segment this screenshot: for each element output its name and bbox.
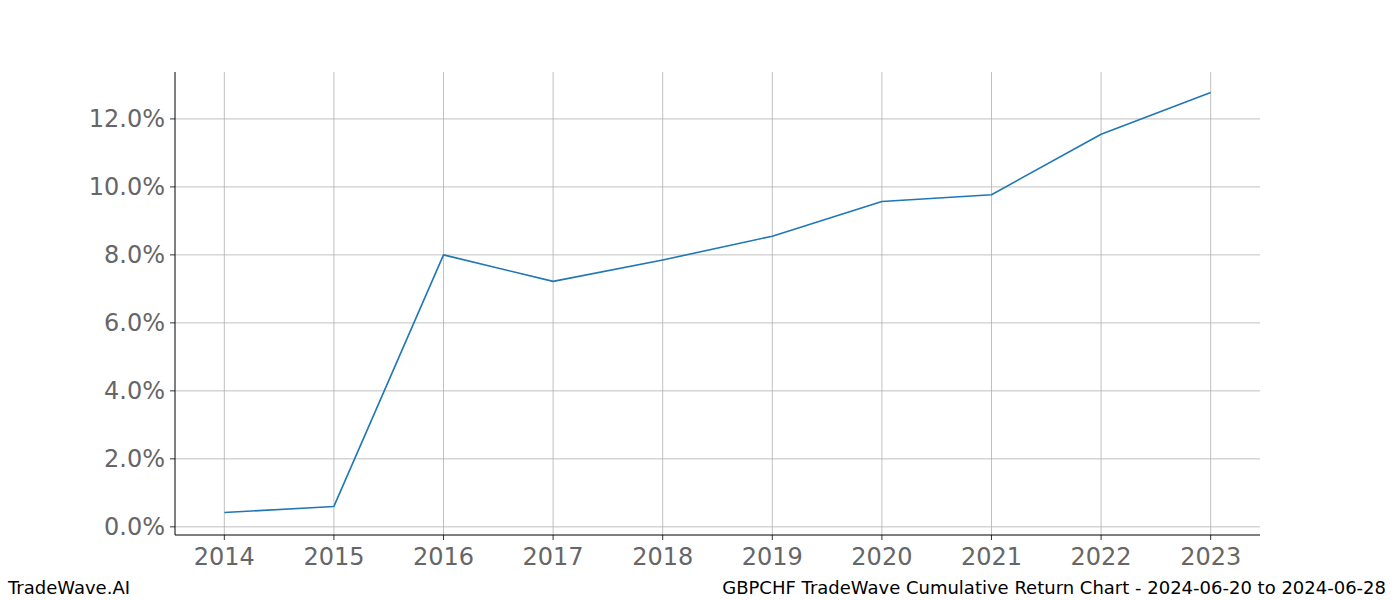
y-tick-label: 2.0% bbox=[104, 445, 165, 473]
chart: 2014 2015 2016 2017 2018 2019 2020 2021 2022 2023… bbox=[0, 0, 1400, 600]
y-tick bbox=[170, 254, 175, 255]
x-grid-line bbox=[772, 72, 773, 535]
y-tick bbox=[170, 322, 175, 323]
x-tick-label: 2021 bbox=[961, 543, 1022, 571]
x-axis-line bbox=[175, 535, 1260, 536]
y-tick bbox=[170, 526, 175, 527]
x-tick bbox=[991, 535, 992, 540]
x-tick bbox=[1101, 535, 1102, 540]
x-tick bbox=[1210, 535, 1211, 540]
title: GBPCHF TradeWave Cumulative Return Chart… bbox=[722, 577, 1386, 598]
x-grid-line bbox=[991, 72, 992, 535]
x-grid-line bbox=[1210, 72, 1211, 535]
x-tick-label: 2022 bbox=[1071, 543, 1132, 571]
x-grid-line bbox=[662, 72, 663, 535]
x-grid-line bbox=[443, 72, 444, 535]
series-line bbox=[224, 92, 1210, 512]
chart-root: 2014 2015 2016 2017 2018 2019 2020 2021 2022 2023… bbox=[0, 0, 1400, 600]
x-tick-label: 2020 bbox=[851, 543, 912, 571]
x-tick-label: 2016 bbox=[413, 543, 474, 571]
x-tick-label: 2015 bbox=[303, 543, 364, 571]
x-tick-label: 2017 bbox=[523, 543, 584, 571]
x-tick-label: 2014 bbox=[194, 543, 255, 571]
y-grid-line bbox=[175, 118, 1260, 119]
x-tick bbox=[881, 535, 882, 540]
y-grid-line bbox=[175, 254, 1260, 255]
y-grid-line bbox=[175, 186, 1260, 187]
x-tick bbox=[553, 535, 554, 540]
y-grid-line bbox=[175, 526, 1260, 527]
x-tick bbox=[662, 535, 663, 540]
y-tick-label: 8.0% bbox=[104, 241, 165, 269]
x-grid-line bbox=[881, 72, 882, 535]
y-tick bbox=[170, 186, 175, 187]
x-tick-label: 2019 bbox=[742, 543, 803, 571]
source: TradeWave.AI bbox=[7, 577, 130, 598]
x-tick-label: 2023 bbox=[1180, 543, 1241, 571]
y-tick-label: 4.0% bbox=[104, 377, 165, 405]
y-axis-line bbox=[175, 72, 176, 535]
axes: 2014 2015 2016 2017 2018 2019 2020 2021 2022 2023… bbox=[89, 72, 1260, 571]
y-grid-line bbox=[175, 390, 1260, 391]
x-tick bbox=[333, 535, 334, 540]
x-tick bbox=[772, 535, 773, 540]
y-grid-line bbox=[175, 322, 1260, 323]
background bbox=[0, 0, 1400, 600]
grid bbox=[175, 72, 1260, 535]
x-grid-line bbox=[224, 72, 225, 535]
y-tick-label: 10.0% bbox=[89, 173, 165, 201]
y-tick bbox=[170, 118, 175, 119]
x-grid-line bbox=[333, 72, 334, 535]
x-tick-label: 2018 bbox=[632, 543, 693, 571]
y-tick-label: 12.0% bbox=[89, 105, 165, 133]
y-tick bbox=[170, 458, 175, 459]
x-grid-line bbox=[1101, 72, 1102, 535]
y-grid-line bbox=[175, 458, 1260, 459]
plot-area bbox=[224, 92, 1210, 512]
x-grid-line bbox=[553, 72, 554, 535]
x-tick bbox=[443, 535, 444, 540]
x-tick bbox=[224, 535, 225, 540]
y-tick-label: 6.0% bbox=[104, 309, 165, 337]
y-tick-label: 0.0% bbox=[104, 513, 165, 541]
y-tick bbox=[170, 390, 175, 391]
